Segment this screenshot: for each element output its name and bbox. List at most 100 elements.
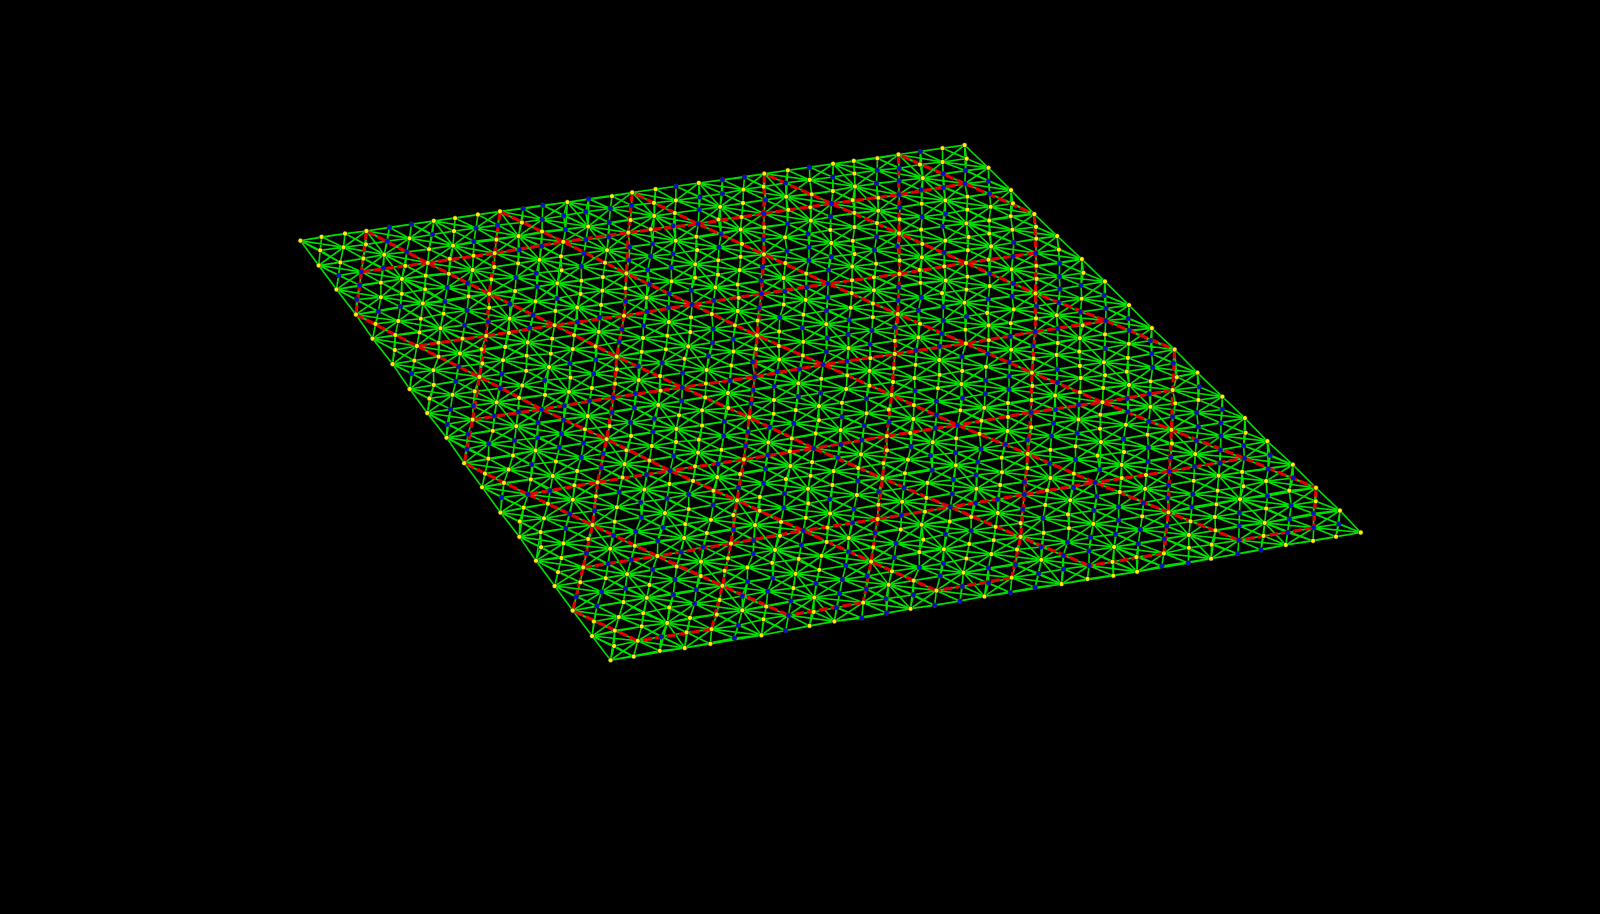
- vertex: [494, 222, 501, 228]
- vertex: [965, 234, 972, 240]
- vertex: [499, 371, 505, 377]
- vertex: [685, 506, 692, 512]
- vertex: [714, 611, 720, 618]
- vertex: [558, 431, 565, 437]
- vertex: [982, 391, 988, 397]
- vertex: [894, 243, 900, 249]
- vertex: [825, 267, 832, 273]
- vertex: [613, 353, 620, 360]
- vertex: [941, 263, 947, 270]
- vertex: [732, 322, 738, 328]
- vertex: [482, 470, 488, 477]
- vertex: [919, 254, 925, 260]
- vertex: [479, 360, 486, 367]
- vertex: [806, 257, 812, 264]
- vertex: [1005, 400, 1011, 406]
- vertex: [782, 627, 789, 634]
- vertex: [933, 587, 940, 594]
- vertex: [1033, 236, 1040, 242]
- vertex: [1054, 340, 1061, 346]
- vertex: [560, 417, 567, 423]
- vertex: [1010, 200, 1016, 207]
- vertex: [896, 230, 902, 237]
- vertex: [978, 446, 984, 452]
- vertex: [871, 247, 878, 253]
- vertex: [1147, 338, 1154, 344]
- vertex: [1147, 378, 1154, 384]
- vertex: [896, 257, 903, 264]
- vertex: [426, 246, 432, 252]
- vertex: [863, 396, 870, 402]
- vertex: [816, 403, 822, 409]
- vertex: [828, 240, 834, 246]
- vertex: [901, 485, 907, 491]
- vertex: [1017, 520, 1024, 526]
- vertex: [541, 377, 548, 384]
- vertex: [939, 159, 946, 165]
- vertex: [1168, 427, 1175, 433]
- vertex: [972, 500, 979, 506]
- vertex: [1005, 414, 1011, 420]
- vertex: [933, 412, 940, 418]
- vertex: [1097, 412, 1104, 418]
- vertex: [551, 322, 558, 328]
- vertex: [446, 271, 452, 277]
- vertex: [1102, 345, 1108, 352]
- vertex: [917, 321, 923, 327]
- vertex: [678, 398, 685, 404]
- vertex: [628, 557, 634, 563]
- vertex: [418, 316, 424, 322]
- vertex: [851, 506, 857, 512]
- vertex: [511, 437, 518, 444]
- vertex: [318, 234, 325, 240]
- vertex: [646, 281, 653, 287]
- vertex: [737, 254, 744, 260]
- vertex: [777, 533, 783, 539]
- vertex: [610, 532, 617, 539]
- vertex: [551, 583, 558, 589]
- vertex: [600, 274, 606, 280]
- vertex: [688, 314, 694, 321]
- vertex: [1133, 554, 1140, 560]
- vertex: [839, 576, 846, 583]
- vertex: [609, 193, 615, 199]
- vertex: [692, 463, 698, 469]
- vertex: [1190, 491, 1196, 497]
- vertex: [1286, 516, 1293, 522]
- vertex: [828, 254, 834, 260]
- vertex: [1267, 452, 1273, 458]
- vertex: [942, 197, 948, 204]
- vertex: [1110, 572, 1117, 579]
- vertex: [1123, 368, 1130, 375]
- vertex: [693, 586, 699, 593]
- vertex: [622, 585, 629, 592]
- vertex: [798, 542, 804, 548]
- vertex: [1109, 559, 1116, 565]
- vertex: [716, 597, 723, 603]
- vertex: [530, 312, 536, 318]
- vertex: [812, 430, 819, 437]
- vertex: [817, 390, 824, 396]
- vertex: [1053, 312, 1060, 318]
- vertex: [760, 480, 767, 486]
- vertex: [1025, 451, 1031, 457]
- vertex: [1102, 331, 1108, 338]
- vertex: [984, 310, 990, 316]
- vertex: [517, 518, 523, 525]
- vertex: [569, 607, 576, 614]
- vertex: [673, 426, 680, 432]
- vertex: [1033, 276, 1040, 282]
- vertex: [650, 429, 656, 435]
- vertex: [333, 286, 340, 293]
- vertex: [958, 381, 965, 387]
- vertex: [776, 328, 782, 335]
- vertex: [1014, 546, 1020, 553]
- vertex: [810, 609, 817, 615]
- vertex: [1115, 504, 1122, 510]
- vertex: [744, 578, 751, 585]
- vertex: [623, 270, 630, 277]
- vertex: [562, 226, 569, 233]
- vertex: [783, 194, 789, 200]
- vertex: [952, 450, 959, 456]
- vertex: [651, 200, 657, 206]
